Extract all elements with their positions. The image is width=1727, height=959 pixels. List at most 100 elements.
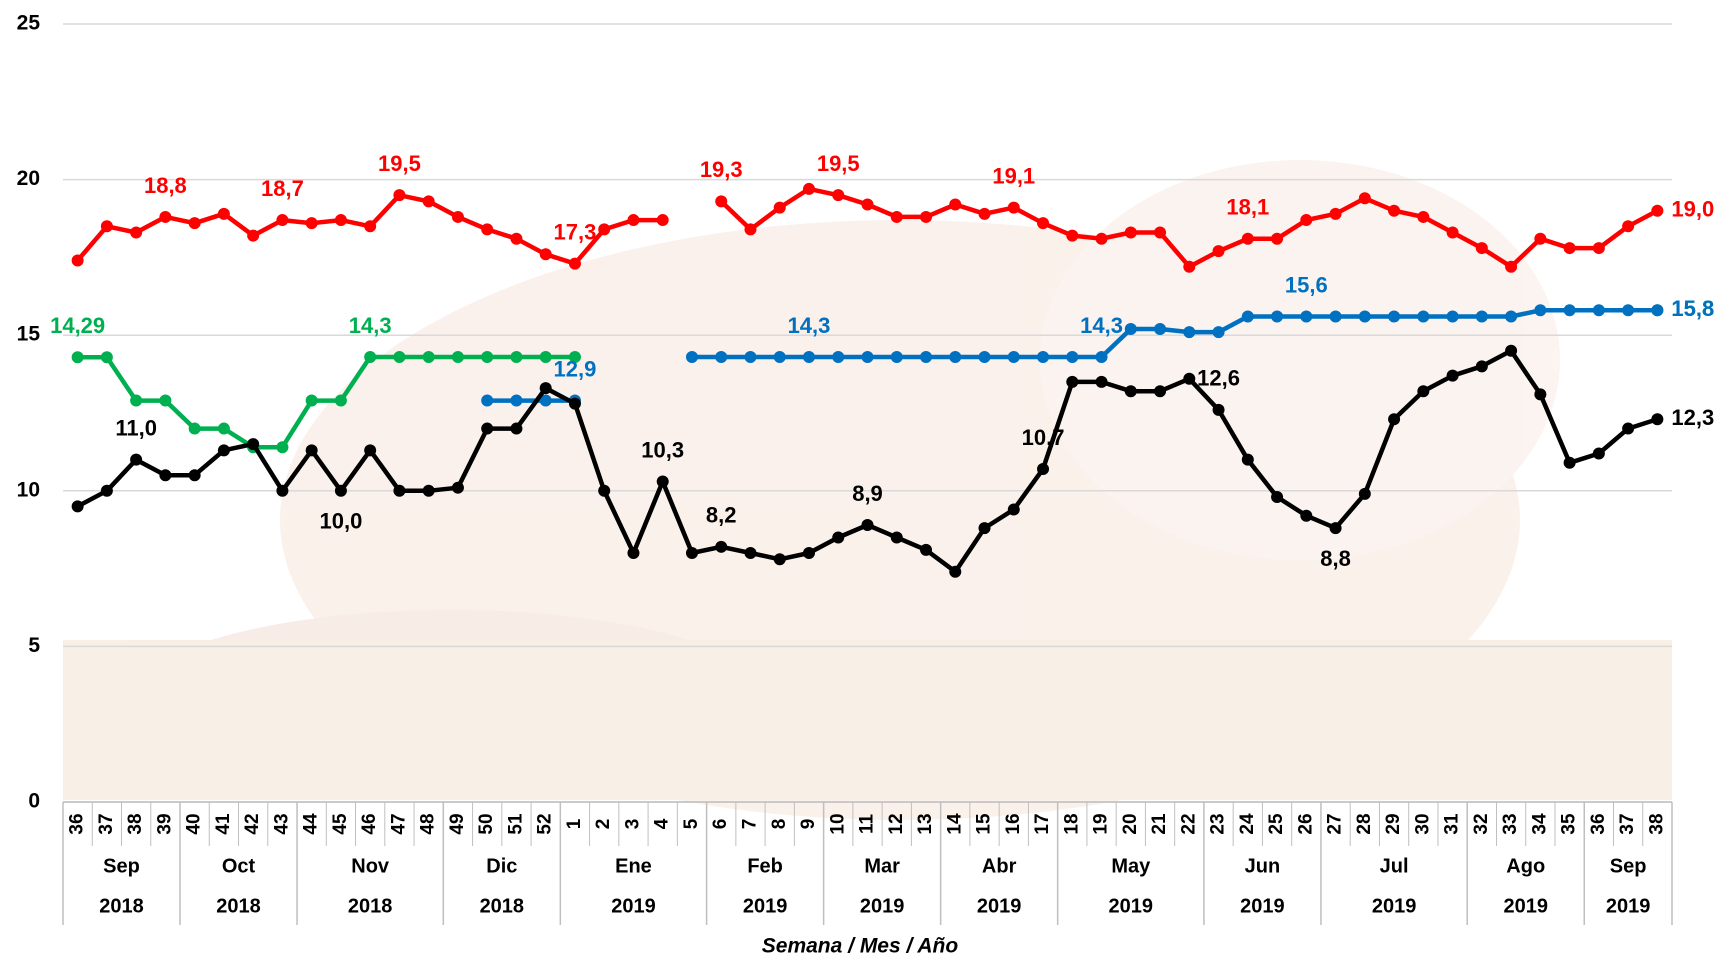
- data-label: 15,8: [1671, 296, 1714, 321]
- month-label: Dic: [486, 855, 517, 877]
- data-point: [1300, 509, 1313, 522]
- data-point: [188, 217, 201, 230]
- data-point: [1329, 207, 1342, 220]
- data-point: [1651, 204, 1664, 217]
- data-point: [1154, 322, 1167, 335]
- data-point: [715, 540, 728, 553]
- data-point: [685, 547, 698, 560]
- data-point: [539, 394, 552, 407]
- x-tick-label: 4: [652, 818, 673, 829]
- data-point: [1066, 350, 1079, 363]
- data-point: [861, 519, 874, 532]
- data-point: [276, 214, 289, 227]
- x-tick-label: 36: [67, 813, 88, 834]
- data-point: [1505, 344, 1518, 357]
- data-point: [1212, 403, 1225, 416]
- y-tick-label: 15: [17, 323, 41, 346]
- x-tick-label: 33: [1500, 813, 1521, 834]
- data-point: [159, 394, 172, 407]
- x-tick-label: 46: [359, 813, 380, 834]
- data-point: [861, 350, 874, 363]
- data-point: [1095, 232, 1108, 245]
- data-point: [1271, 491, 1284, 504]
- data-point: [1475, 242, 1488, 255]
- data-point: [802, 547, 815, 560]
- data-point: [1534, 304, 1547, 317]
- data-point: [130, 226, 143, 239]
- y-tick-label: 25: [17, 12, 41, 35]
- month-label: Sep: [103, 855, 140, 877]
- data-point: [1446, 310, 1459, 323]
- data-point: [949, 565, 962, 578]
- x-tick-label: 5: [681, 818, 702, 829]
- data-point: [539, 248, 552, 261]
- data-point: [1417, 385, 1430, 398]
- year-label: 2019: [1503, 895, 1548, 917]
- data-point: [247, 438, 260, 451]
- data-point: [1154, 385, 1167, 398]
- x-tick-label: 42: [242, 813, 263, 834]
- data-point: [1241, 453, 1254, 466]
- data-point: [920, 210, 933, 223]
- year-label: 2019: [860, 895, 905, 917]
- data-point: [1037, 217, 1050, 230]
- month-label: Mar: [864, 855, 900, 877]
- data-point: [305, 217, 318, 230]
- x-tick-label: 30: [1412, 813, 1433, 834]
- data-point: [1241, 310, 1254, 323]
- data-point: [481, 223, 494, 236]
- data-point: [217, 444, 230, 457]
- x-tick-label: 40: [184, 813, 205, 834]
- year-label: 2019: [611, 895, 656, 917]
- data-point: [188, 469, 201, 482]
- x-tick-label: 9: [798, 819, 819, 830]
- data-point: [217, 422, 230, 435]
- data-point: [1007, 503, 1020, 516]
- year-label: 2018: [99, 895, 144, 917]
- x-tick-label: 51: [505, 813, 526, 835]
- data-point: [1300, 214, 1313, 227]
- x-tick-label: 6: [710, 819, 731, 830]
- data-point: [1037, 350, 1050, 363]
- data-point: [1271, 310, 1284, 323]
- data-point: [1388, 310, 1401, 323]
- data-label: 12,9: [554, 356, 597, 381]
- data-point: [773, 553, 786, 566]
- x-tick-label: 15: [974, 813, 995, 835]
- data-label: 17,3: [554, 219, 597, 244]
- data-point: [539, 350, 552, 363]
- data-point: [978, 522, 991, 535]
- data-point: [861, 198, 874, 211]
- month-label: Ene: [615, 855, 652, 877]
- data-label: 12,6: [1197, 366, 1240, 391]
- data-point: [393, 189, 406, 202]
- data-point: [247, 229, 260, 242]
- data-point: [832, 531, 845, 544]
- data-point: [890, 531, 903, 544]
- x-tick-label: 52: [535, 813, 556, 834]
- data-point: [539, 382, 552, 395]
- data-point: [1007, 350, 1020, 363]
- data-point: [1563, 456, 1576, 469]
- data-point: [1095, 375, 1108, 388]
- data-point: [978, 207, 991, 220]
- data-point: [1622, 304, 1635, 317]
- data-point: [71, 254, 84, 267]
- data-point: [451, 481, 464, 494]
- data-point: [920, 350, 933, 363]
- data-point: [334, 484, 347, 497]
- x-tick-label: 44: [301, 813, 322, 835]
- data-label: 18,8: [144, 173, 187, 198]
- data-point: [1592, 304, 1605, 317]
- data-point: [1329, 310, 1342, 323]
- data-point: [422, 350, 435, 363]
- data-label: 14,3: [788, 313, 831, 338]
- data-point: [598, 223, 611, 236]
- x-tick-label: 12: [886, 813, 907, 834]
- data-label: 18,7: [261, 176, 304, 201]
- data-point: [276, 484, 289, 497]
- data-point: [305, 394, 318, 407]
- data-label: 14,3: [349, 313, 392, 338]
- data-label: 18,1: [1226, 195, 1269, 220]
